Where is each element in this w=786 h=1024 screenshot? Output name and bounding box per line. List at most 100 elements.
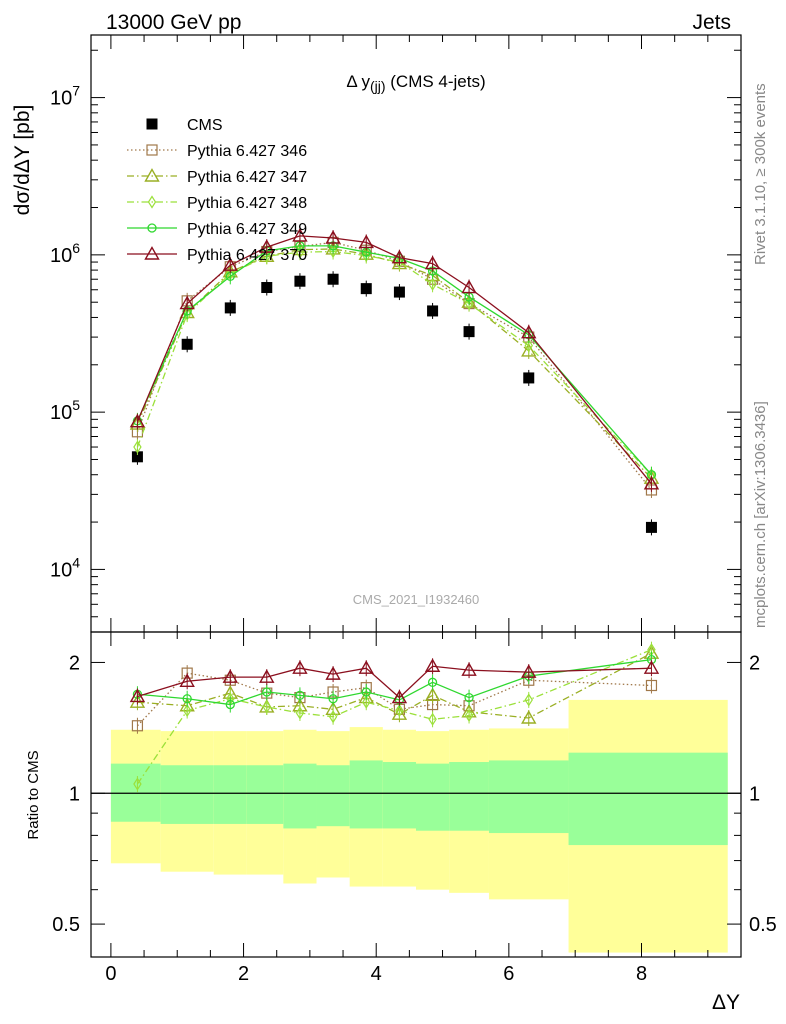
header-left-label: 13000 GeV pp bbox=[106, 11, 241, 34]
ratio-point-4-7 bbox=[391, 689, 408, 704]
inner-band-7 bbox=[382, 762, 416, 829]
main-point-5-1 bbox=[179, 295, 195, 310]
main-point-3-4 bbox=[295, 245, 305, 259]
main-point-5-0 bbox=[129, 413, 146, 428]
ratio-point-2-4 bbox=[295, 706, 305, 720]
inner-band-9 bbox=[449, 762, 489, 831]
main-point-0-4 bbox=[294, 275, 306, 287]
main-point-5-6 bbox=[358, 234, 374, 249]
ratio-point-4-10 bbox=[521, 664, 537, 678]
ratio-y-tick-label-right-2: 2 bbox=[749, 652, 760, 674]
legend-entry-3: Pythia 6.427 348 bbox=[127, 195, 307, 212]
main-point-5-8 bbox=[424, 255, 441, 270]
inner-band-10 bbox=[488, 760, 569, 834]
legend-entry-5: Pythia 6.427 370 bbox=[127, 246, 307, 264]
main-series-2 bbox=[129, 240, 660, 487]
ratio-point-2-6 bbox=[362, 695, 371, 709]
analysis-watermark: CMS_2021_I1932460 bbox=[353, 592, 480, 607]
main-point-3-10 bbox=[524, 338, 533, 353]
main-point-0-5 bbox=[327, 273, 339, 285]
main-point-0-9 bbox=[463, 326, 475, 338]
ratio-point-1-8 bbox=[424, 687, 441, 702]
main-series-line-2 bbox=[136, 248, 652, 479]
legend-marker-1 bbox=[146, 144, 158, 156]
x-tick-label-3: 6 bbox=[503, 963, 514, 985]
ratio-point-2-5 bbox=[328, 710, 338, 724]
ratio-point-4-1 bbox=[179, 673, 195, 687]
x-tick-label-1: 2 bbox=[238, 963, 249, 985]
main-series-0 bbox=[131, 271, 657, 536]
ratio-point-3-1 bbox=[182, 694, 192, 704]
main-point-0-7 bbox=[393, 286, 405, 298]
main-series-group bbox=[129, 227, 660, 536]
main-point-3-9 bbox=[464, 296, 474, 311]
main-point-2-10 bbox=[521, 343, 537, 357]
inner-band-5 bbox=[316, 765, 350, 827]
ratio-series-line-4 bbox=[137, 665, 652, 699]
main-point-5-7 bbox=[391, 249, 408, 264]
main-point-5-3 bbox=[259, 239, 275, 253]
ratio-point-2-7 bbox=[395, 703, 404, 718]
legend-label-4: Pythia 6.427 349 bbox=[187, 221, 307, 238]
inner-band-6 bbox=[349, 760, 383, 829]
main-y-axis-label: dσ/dΔY [pb] bbox=[11, 105, 34, 216]
main-series-1 bbox=[131, 234, 658, 498]
main-point-0-8 bbox=[427, 305, 439, 317]
legend-marker-2 bbox=[144, 168, 160, 182]
main-point-3-8 bbox=[428, 277, 437, 291]
legend-marker-5 bbox=[144, 246, 160, 260]
x-tick-label-0: 0 bbox=[105, 963, 116, 985]
ratio-point-3-3 bbox=[262, 687, 272, 697]
ratio-y-tick-label-left-0: 0.5 bbox=[52, 914, 80, 936]
ratio-point-3-5 bbox=[328, 694, 338, 704]
main-point-5-10 bbox=[521, 324, 537, 339]
main-point-3-0 bbox=[133, 440, 142, 454]
ratio-point-3-6 bbox=[361, 687, 371, 697]
ratio-series-4 bbox=[129, 658, 660, 706]
main-y-tick-label-0: 104 bbox=[50, 554, 80, 581]
legend-entry-0: CMS bbox=[146, 117, 223, 134]
legend-entry-2: Pythia 6.427 347 bbox=[127, 168, 307, 186]
x-tick-label-4: 8 bbox=[636, 963, 647, 985]
main-y-tick-label-1: 105 bbox=[50, 397, 80, 424]
legend-entry-4: Pythia 6.427 349 bbox=[127, 221, 307, 238]
ratio-frame bbox=[90, 631, 742, 958]
ratio-series-line-3 bbox=[137, 658, 652, 706]
legend-label-0: CMS bbox=[187, 117, 223, 134]
main-y-tick-label-2: 106 bbox=[50, 240, 80, 267]
legend-marker-0 bbox=[146, 118, 158, 130]
ratio-y-tick-label-left-1: 1 bbox=[69, 783, 80, 805]
main-point-5-2 bbox=[222, 257, 238, 271]
axis-ticks: 104 105 106 107 0.5 0.5 1 1 2 2 0 2 4 6 8 bbox=[50, 35, 777, 985]
main-point-0-0 bbox=[131, 451, 143, 463]
ratio-y-tick-label-right-0: 0.5 bbox=[749, 914, 777, 936]
main-series-line-4 bbox=[136, 245, 652, 476]
main-point-0-2 bbox=[224, 302, 236, 314]
ratio-point-4-0 bbox=[129, 688, 146, 703]
main-y-tick-label-3: 107 bbox=[50, 83, 80, 110]
ratio-series-3 bbox=[132, 651, 657, 713]
ratio-point-4-8 bbox=[424, 658, 441, 672]
legend-marker-3 bbox=[147, 195, 157, 209]
ratio-point-2-1 bbox=[182, 703, 192, 718]
ratio-point-2-10 bbox=[524, 693, 533, 707]
ratio-point-0-11 bbox=[645, 679, 658, 692]
x-axis-label: ΔY bbox=[712, 991, 740, 1014]
ratio-point-4-3 bbox=[259, 669, 275, 683]
main-point-0-1 bbox=[181, 338, 193, 350]
ratio-series-group bbox=[129, 641, 660, 793]
ratio-series-line-1 bbox=[137, 652, 652, 719]
main-point-3-1 bbox=[182, 307, 192, 321]
main-point-5-4 bbox=[292, 227, 308, 242]
plot-frames bbox=[90, 34, 742, 958]
legend-marker-4 bbox=[147, 223, 157, 233]
main-point-5-5 bbox=[325, 230, 341, 244]
main-point-5-9 bbox=[461, 279, 477, 294]
inner-band-4 bbox=[283, 763, 317, 829]
ratio-point-3-9 bbox=[464, 692, 474, 703]
ratio-y-axis-label: Ratio to CMS bbox=[25, 750, 42, 839]
ratio-point-4-2 bbox=[222, 669, 238, 683]
header-right-label: Jets bbox=[692, 11, 731, 34]
main-point-0-3 bbox=[261, 282, 273, 294]
